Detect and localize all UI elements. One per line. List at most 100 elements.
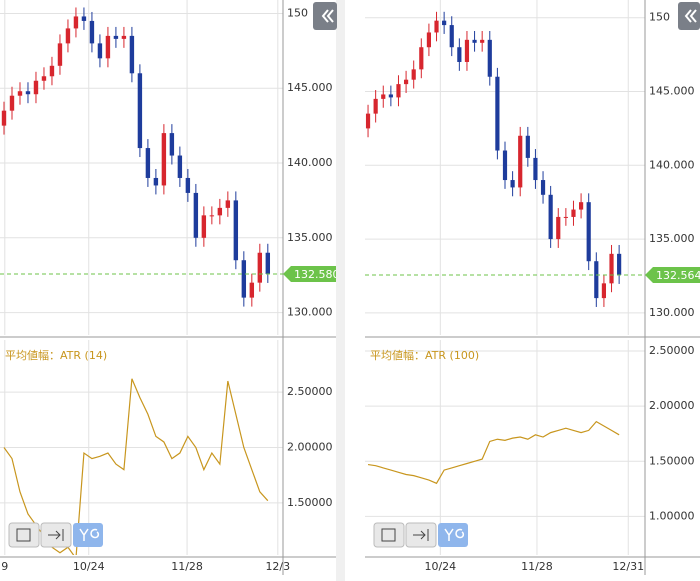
- y-tick-label: 1.50000: [287, 496, 333, 509]
- x-tick-label: 10/24: [424, 560, 456, 573]
- candle-body: [533, 157, 538, 181]
- candle-body: [365, 113, 371, 129]
- last-price-label: 132.580: [294, 268, 340, 281]
- candle-body: [518, 135, 523, 188]
- candle-body: [373, 98, 378, 114]
- candle-body: [209, 215, 215, 217]
- y-tick-label: 145.000: [649, 84, 695, 97]
- candle-body: [487, 39, 492, 77]
- candle-body: [457, 47, 462, 62]
- candle-body: [265, 252, 271, 274]
- x-tick-label: 9: [1, 560, 8, 573]
- indicator-title: 平均値幅：ATR (100): [370, 349, 479, 362]
- y-tick-label: 2.50000: [287, 385, 333, 398]
- atr-line: [367, 420, 620, 485]
- candle-body: [185, 177, 191, 193]
- candle-body: [145, 148, 151, 178]
- candle-body: [434, 20, 439, 33]
- candle-body: [169, 133, 175, 156]
- last-price-tag: [645, 267, 700, 284]
- candle-body: [586, 202, 591, 262]
- y-tick-label: 135.000: [649, 232, 695, 245]
- candle-body: [601, 283, 607, 299]
- candle-body: [525, 135, 530, 158]
- candle-body: [57, 43, 63, 66]
- y-tick-label: 1.00000: [649, 509, 695, 522]
- candle-body: [129, 35, 135, 74]
- y-tick-label: 140.000: [287, 156, 333, 169]
- y-tick-label: 140.000: [649, 158, 695, 171]
- candle-body: [502, 150, 508, 181]
- candle-body: [217, 207, 223, 216]
- candle-body: [241, 260, 247, 298]
- candle-body: [510, 180, 515, 188]
- candle-body: [403, 79, 409, 85]
- candle-body: [388, 94, 393, 98]
- candle-body: [249, 282, 255, 298]
- candle-body: [25, 91, 31, 95]
- candle-body: [137, 73, 143, 149]
- candle-body: [396, 84, 401, 98]
- candle-body: [594, 261, 599, 299]
- zoom-button[interactable]: [8, 522, 40, 548]
- y-tick-label: 150: [287, 6, 308, 19]
- candle-body: [419, 47, 424, 70]
- candle-body: [480, 39, 485, 43]
- last-price-label: 132.564: [656, 269, 700, 282]
- candle-body: [81, 16, 87, 21]
- y-tick-label: 130.000: [287, 306, 333, 319]
- y-tick-label: 135.000: [287, 231, 333, 244]
- candle-body: [113, 35, 119, 39]
- y-tick-label: 2.50000: [649, 344, 695, 357]
- toolbar: [8, 522, 468, 548]
- y-tick-label: 130.000: [649, 306, 695, 319]
- x-tick-label: 11/28: [521, 560, 553, 573]
- plot: [1, 7, 271, 307]
- collapse-button[interactable]: [313, 2, 337, 30]
- x-tick-label: 11/28: [171, 560, 203, 573]
- candle-body: [563, 216, 568, 218]
- y-tick-label: 2.00000: [649, 399, 695, 412]
- latest-button[interactable]: [40, 522, 72, 548]
- y-scale-button[interactable]: [438, 523, 468, 547]
- candle-body: [105, 35, 111, 59]
- y-scale-button[interactable]: [73, 523, 103, 547]
- candle-body: [233, 200, 239, 261]
- collapse-button[interactable]: [678, 2, 700, 30]
- y-tick-label: 150: [649, 11, 670, 24]
- candle-body: [161, 133, 167, 186]
- candle-body: [609, 253, 614, 284]
- candle-body: [442, 20, 447, 26]
- candle-body: [89, 20, 95, 44]
- candle-body: [556, 216, 561, 240]
- x-tick-label: 12/31: [612, 560, 644, 573]
- candle-body: [1, 110, 7, 126]
- candle-body: [193, 192, 199, 238]
- divider: [336, 0, 345, 581]
- candle-body: [381, 94, 386, 99]
- candle-body: [97, 43, 103, 59]
- candle-body: [495, 76, 500, 151]
- plot: [367, 420, 620, 485]
- last-price-tag: [283, 265, 341, 282]
- candle-body: [153, 177, 159, 186]
- zoom-button[interactable]: [373, 522, 405, 548]
- candle-body: [73, 16, 79, 29]
- candle-body: [548, 194, 553, 240]
- candle-body: [257, 252, 263, 283]
- y-tick-label: 2.00000: [287, 441, 333, 454]
- candle-body: [201, 215, 207, 238]
- x-tick-label: 10/24: [73, 560, 105, 573]
- candle-body: [617, 253, 622, 276]
- candle-body: [177, 155, 183, 178]
- latest-button[interactable]: [405, 522, 437, 548]
- candle-body: [41, 76, 47, 81]
- candle-body: [571, 209, 576, 217]
- candle-body: [33, 80, 39, 95]
- candle-body: [17, 91, 23, 96]
- candle-body: [9, 95, 15, 111]
- candle-body: [49, 65, 55, 77]
- candle-body: [65, 28, 71, 44]
